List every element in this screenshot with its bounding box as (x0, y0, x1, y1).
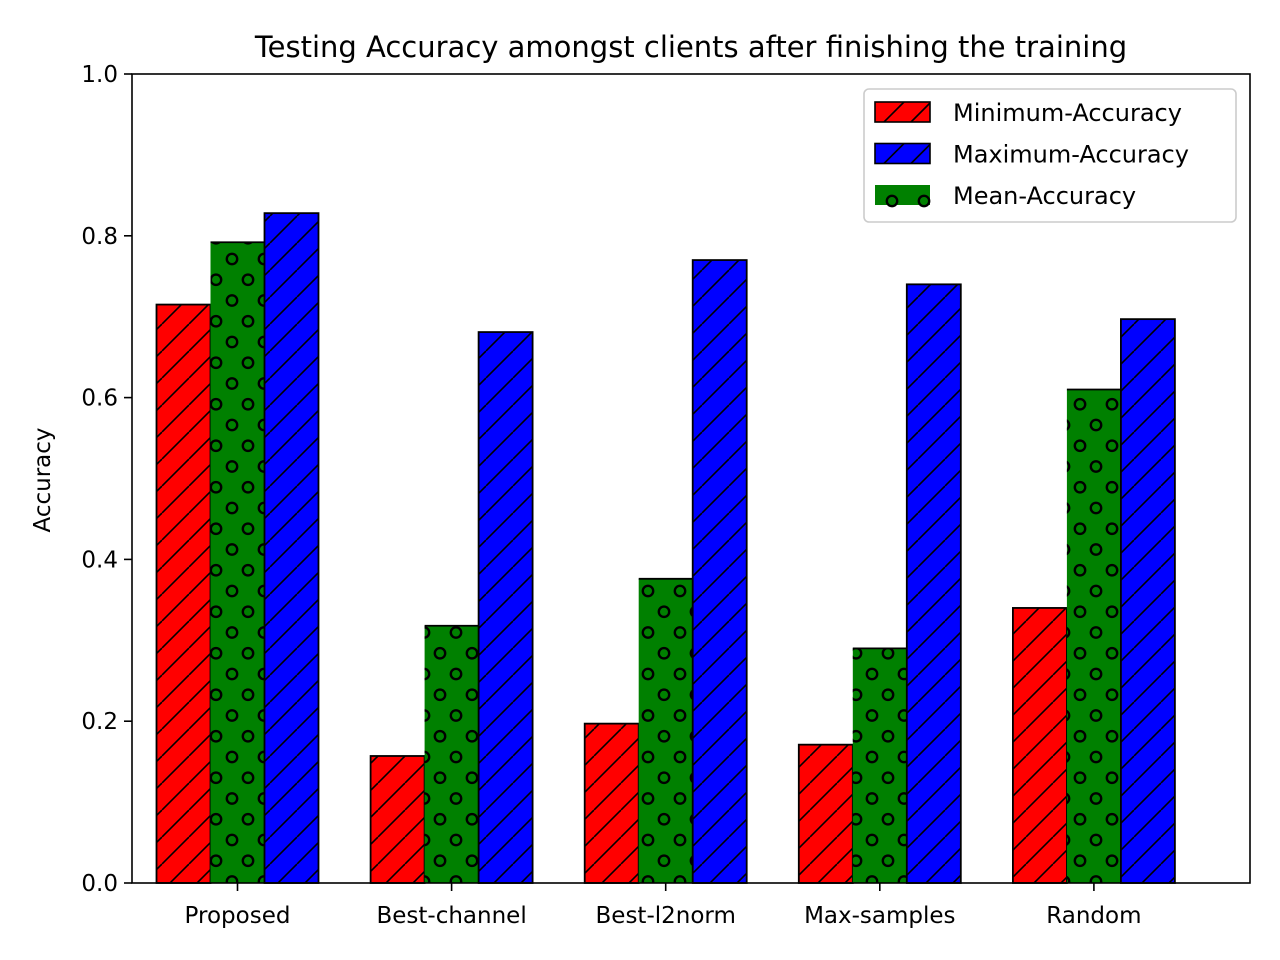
bar-best-l2norm-minimum-accuracy (583, 722, 640, 884)
legend-swatch-dot (917, 194, 931, 208)
bar-hatch (1066, 389, 1121, 883)
bar-best-channel-mean-accuracy (424, 624, 479, 883)
legend-entry-minimum-accuracy: Minimum-Accuracy (874, 99, 1182, 127)
x-tick-label: Max-samples (804, 903, 955, 929)
bar-max-samples-maximum-accuracy (905, 283, 962, 884)
y-tick-label: 0.6 (81, 386, 118, 412)
legend-entry-maximum-accuracy: Maximum-Accuracy (874, 141, 1189, 169)
bar-hatch (906, 284, 961, 884)
bar-hatch (210, 242, 265, 884)
legend-swatch-hatch (883, 142, 905, 165)
y-tick-label: 0.4 (81, 547, 118, 573)
y-tick-label: 0.2 (81, 709, 118, 735)
legend-swatch (875, 185, 930, 205)
bar-hatch (798, 744, 853, 883)
legend-swatch-outline (874, 142, 931, 165)
legend-swatch-hatch (883, 101, 905, 123)
bar-hatch (156, 304, 211, 883)
chart-title: Testing Accuracy amongst clients after f… (254, 30, 1127, 64)
bar-random-mean-accuracy (1066, 388, 1121, 883)
series-minimum-accuracy (155, 303, 1068, 884)
bar-best-channel-minimum-accuracy (369, 755, 426, 884)
x-tick-label: Proposed (185, 903, 291, 929)
plot-frame (131, 73, 1251, 884)
series-maximum-accuracy (263, 212, 1176, 884)
bar-best-channel-maximum-accuracy (477, 331, 534, 884)
bar-best-l2norm-maximum-accuracy (691, 259, 748, 884)
y-axis-label: Accuracy (30, 427, 56, 532)
bar-hatch (370, 755, 425, 883)
bar-max-samples-mean-accuracy (852, 647, 907, 883)
y-tick-label: 0.0 (81, 871, 118, 897)
x-tick-label: Random (1046, 903, 1141, 929)
bar-proposed-mean-accuracy (210, 241, 265, 884)
bar-hatch (264, 213, 319, 883)
bar-proposed-maximum-accuracy (263, 212, 320, 884)
legend-swatch-outline (874, 101, 931, 123)
bars-layer (155, 212, 1176, 884)
y-axis: 0.0 0.2 0.4 0.6 0.8 1.0 (81, 62, 132, 897)
bar-hatch (478, 332, 533, 883)
legend-box (863, 88, 1237, 223)
bar-random-minimum-accuracy (1012, 607, 1068, 884)
bar-hatch (638, 578, 693, 883)
bar-max-samples-minimum-accuracy (797, 743, 854, 884)
legend-swatch-hatch (910, 102, 931, 123)
legend-label: Maximum-Accuracy (953, 141, 1189, 169)
x-tick-label: Best-channel (376, 903, 526, 929)
bar-best-l2norm-mean-accuracy (638, 577, 693, 883)
legend-label: Mean-Accuracy (953, 182, 1136, 210)
legend-swatch-dot (885, 194, 899, 208)
legend-swatch-hatch (910, 143, 931, 165)
y-tick-label: 0.8 (81, 224, 118, 250)
y-tick-label: 1.0 (81, 62, 118, 88)
legend: Minimum-Accuracy Maximum-Accuracy Mean-Acc… (863, 88, 1237, 223)
bar-hatch (692, 260, 747, 883)
series-mean-accuracy (210, 241, 1121, 884)
bar-hatch (424, 625, 479, 883)
bar-hatch (1012, 607, 1067, 883)
legend-entry-mean-accuracy: Mean-Accuracy (875, 182, 1136, 210)
x-axis: Proposed Best-channel Best-l2norm Max-sampl… (185, 883, 1142, 929)
x-tick-label: Best-l2norm (596, 903, 736, 929)
bar-hatch (1120, 319, 1175, 883)
bar-random-maximum-accuracy (1120, 318, 1176, 884)
bar-hatch (584, 723, 639, 883)
bar-hatch (852, 648, 907, 883)
bar-proposed-minimum-accuracy (155, 303, 212, 884)
legend-label: Minimum-Accuracy (953, 99, 1182, 127)
